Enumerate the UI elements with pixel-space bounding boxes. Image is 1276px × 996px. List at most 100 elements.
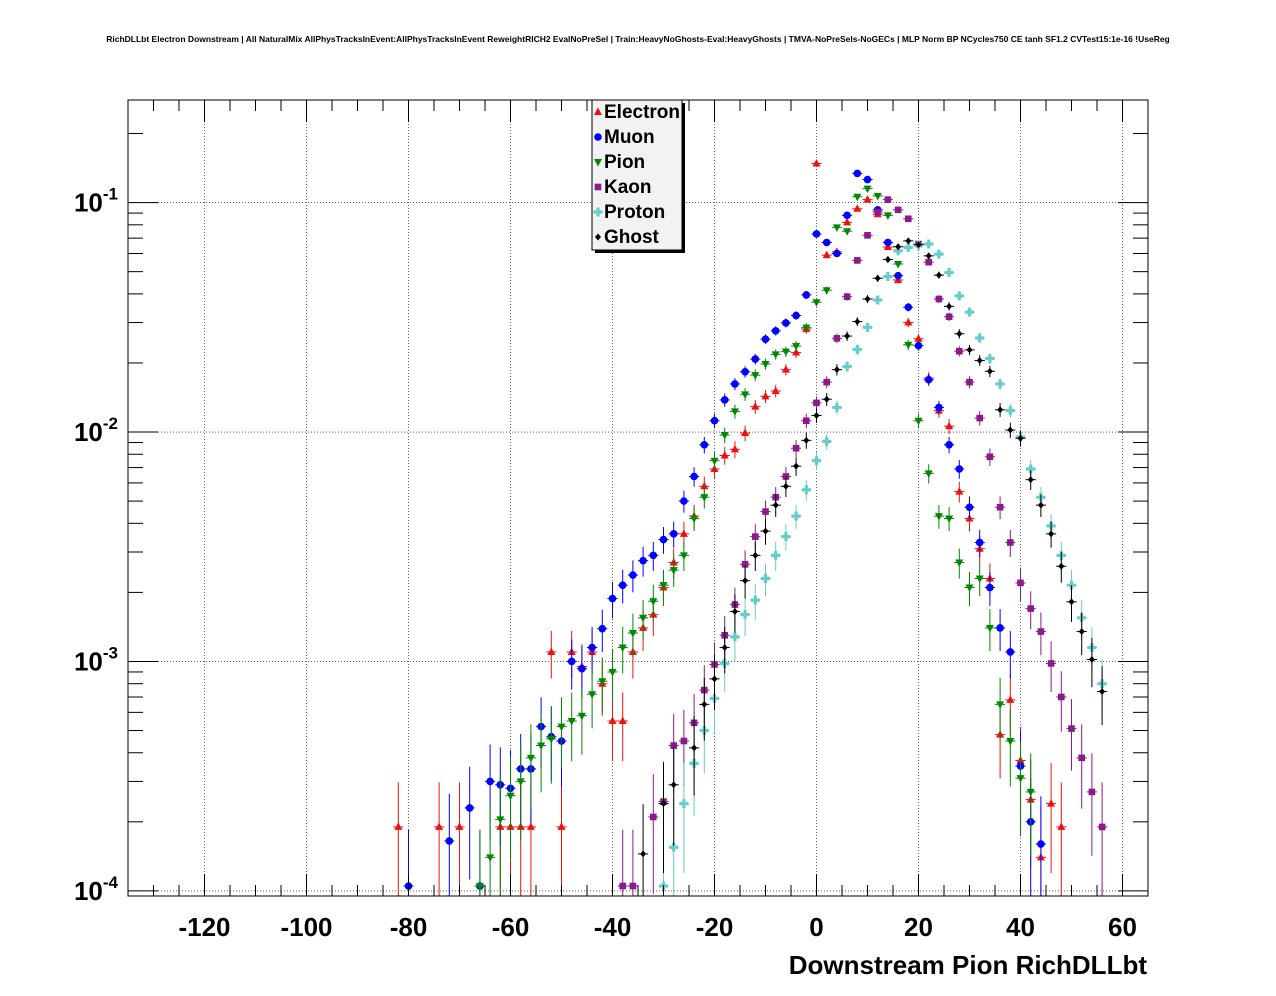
data-point: [608, 668, 617, 677]
data-point: [639, 556, 647, 565]
data-point: [496, 816, 505, 824]
data-point: [986, 453, 994, 461]
data-point: [883, 272, 893, 282]
data-point: [966, 378, 973, 386]
data-point: [1037, 840, 1045, 848]
data-point: [659, 535, 668, 544]
data-point: [863, 185, 872, 194]
data-point: [832, 224, 841, 232]
data-point: [700, 481, 709, 490]
y-tick-label: 10-1: [74, 185, 118, 218]
data-point: [1017, 434, 1024, 442]
data-point: [955, 487, 964, 495]
data-point: [782, 473, 790, 480]
data-point: [751, 355, 760, 363]
data-point: [781, 532, 791, 542]
data-point: [1088, 655, 1095, 663]
data-point: [742, 577, 749, 585]
data-point: [588, 643, 596, 652]
data-point: [720, 432, 729, 440]
data-point: [966, 346, 973, 354]
data-point: [1068, 598, 1075, 606]
data-point: [833, 249, 841, 258]
data-point: [822, 238, 831, 247]
data-point: [557, 723, 566, 732]
data-point: [823, 395, 830, 403]
legend-item-kaon: Kaon: [594, 177, 652, 198]
data-point: [741, 368, 749, 376]
x-tick-label: 20: [904, 912, 933, 942]
data-point: [1007, 539, 1014, 546]
legend-label: Proton: [604, 202, 665, 223]
data-point: [874, 208, 881, 216]
data-point: [618, 581, 627, 589]
data-point: [516, 778, 525, 786]
data-point: [1057, 822, 1066, 830]
data-point: [802, 291, 811, 299]
data-point: [608, 594, 617, 603]
legend-box: [591, 99, 683, 251]
data-point: [455, 822, 464, 830]
data-point: [793, 462, 800, 470]
data-point: [649, 598, 658, 606]
legend: Electron Muon Pion Kaon Proton Ghost: [591, 99, 685, 253]
data-point: [628, 630, 637, 638]
data-point: [812, 456, 822, 466]
data-point: [801, 485, 811, 495]
data-point: [1037, 628, 1045, 635]
data-point: [976, 356, 983, 364]
data-point: [711, 675, 718, 683]
data-point: [690, 515, 699, 523]
data-point: [823, 378, 830, 386]
series-pion: [474, 185, 1036, 896]
data-point: [791, 511, 801, 521]
data-point: [629, 571, 637, 579]
data-point: [844, 332, 851, 340]
data-point: [985, 624, 994, 633]
data-point: [955, 465, 964, 473]
data-point: [751, 402, 760, 410]
data-point: [903, 242, 913, 252]
data-point: [761, 335, 770, 343]
data-point: [803, 436, 810, 444]
data-point: [792, 444, 800, 452]
data-point: [608, 716, 617, 725]
data-series: [393, 159, 1108, 896]
data-point: [883, 212, 892, 220]
series-kaon: [617, 196, 1108, 896]
data-point: [965, 584, 974, 593]
y-tick-label: 10-2: [74, 414, 118, 447]
data-point: [752, 533, 759, 540]
data-point: [567, 657, 576, 666]
data-point: [547, 647, 556, 655]
data-point: [955, 559, 964, 567]
x-tick-label: -100: [280, 912, 332, 942]
data-point: [761, 391, 770, 400]
data-point: [475, 883, 484, 891]
data-point: [394, 822, 403, 830]
data-point: [884, 196, 892, 203]
data-point: [792, 311, 800, 320]
data-point: [731, 380, 739, 388]
data-point: [813, 412, 820, 420]
data-point: [873, 192, 882, 201]
data-point: [995, 379, 1005, 389]
data-point: [1058, 562, 1065, 570]
data-point: [741, 561, 749, 568]
data-point: [670, 781, 677, 789]
data-point: [710, 416, 719, 425]
data-point: [1099, 687, 1106, 695]
data-point: [547, 735, 556, 744]
data-point: [996, 503, 1004, 511]
data-point: [884, 238, 892, 247]
data-point: [659, 582, 668, 590]
data-point: [691, 744, 698, 752]
data-point: [751, 372, 760, 380]
data-point: [956, 330, 963, 338]
data-point: [874, 274, 881, 282]
data-point: [640, 850, 647, 858]
data-point: [619, 882, 626, 890]
data-point: [629, 882, 637, 890]
data-point: [486, 777, 494, 786]
legend-item-muon: Muon: [594, 127, 655, 148]
